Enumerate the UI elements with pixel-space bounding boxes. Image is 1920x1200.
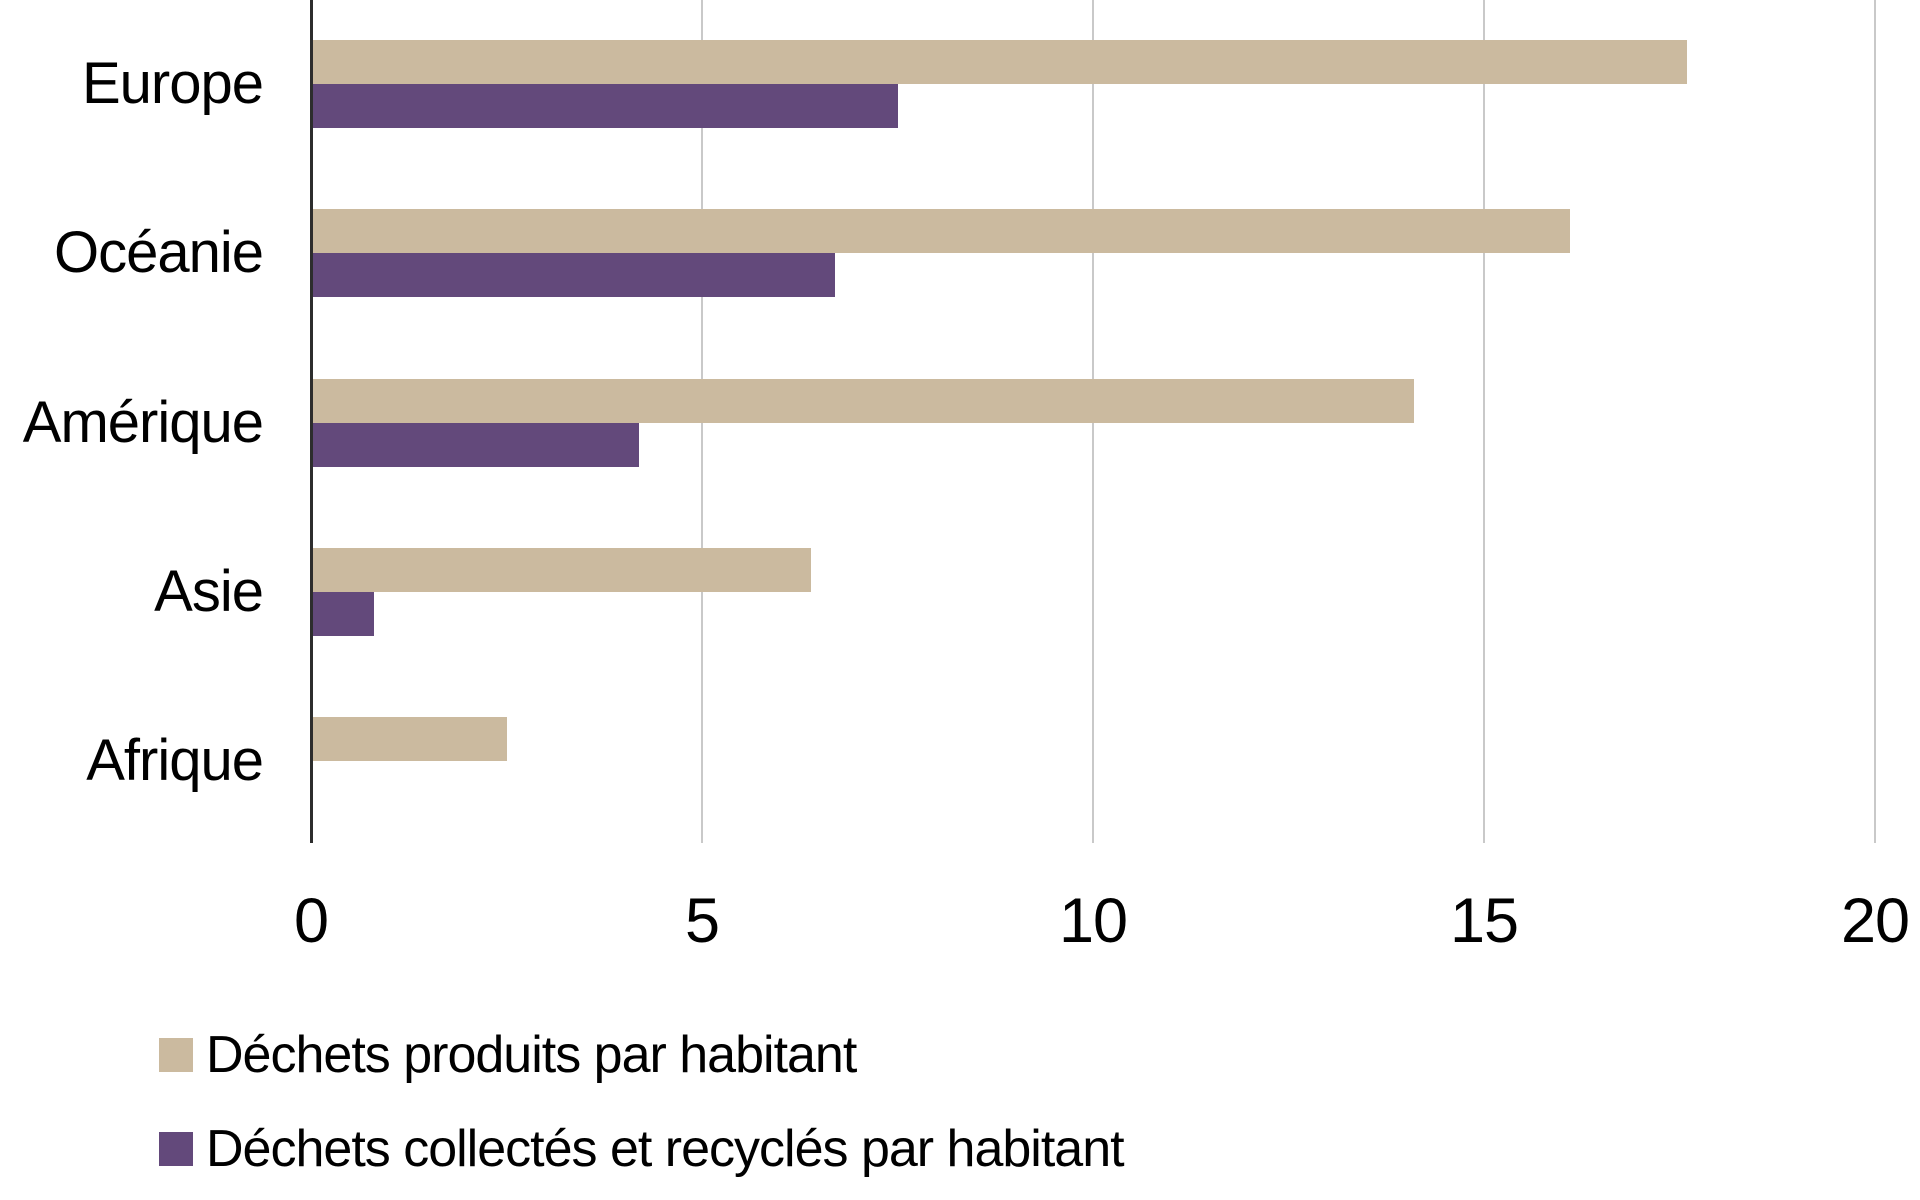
gridline-x15 xyxy=(1483,0,1485,843)
legend: Déchets produits par habitant Déchets co… xyxy=(159,1024,1125,1180)
legend-label-produced: Déchets produits par habitant xyxy=(206,1026,857,1084)
category-label: Océanie xyxy=(53,220,264,285)
legend-swatch-recycled xyxy=(159,1132,193,1166)
gridline-x20 xyxy=(1874,0,1876,843)
x-tick-label: 5 xyxy=(684,886,720,956)
bar-recycled-oceanie xyxy=(311,253,835,297)
legend-item-recycled: Déchets collectés et recyclés par habita… xyxy=(159,1118,1125,1180)
bar-recycled-amerique xyxy=(311,423,639,467)
bar-produced-asie xyxy=(311,548,811,592)
category-label: Europe xyxy=(81,51,264,116)
bar-produced-europe xyxy=(311,40,1687,84)
bar-recycled-europe xyxy=(311,84,898,128)
legend-swatch-produced xyxy=(159,1038,193,1072)
bar-produced-oceanie xyxy=(311,209,1570,253)
bar-produced-afrique xyxy=(311,717,507,761)
category-label: Afrique xyxy=(86,728,264,793)
bar-recycled-asie xyxy=(311,592,374,636)
bar-produced-amerique xyxy=(311,379,1414,423)
y-axis-line xyxy=(310,0,313,843)
category-label: Asie xyxy=(154,559,264,624)
plot-area xyxy=(310,0,1876,843)
x-tick-label: 0 xyxy=(293,886,329,956)
x-tick-label: 10 xyxy=(1058,886,1128,956)
legend-item-produced: Déchets produits par habitant xyxy=(159,1024,1124,1086)
x-tick-label: 15 xyxy=(1449,886,1519,956)
legend-label-recycled: Déchets collectés et recyclés par habita… xyxy=(206,1120,1125,1178)
category-label: Amérique xyxy=(22,390,264,455)
x-tick-label: 20 xyxy=(1840,886,1910,956)
